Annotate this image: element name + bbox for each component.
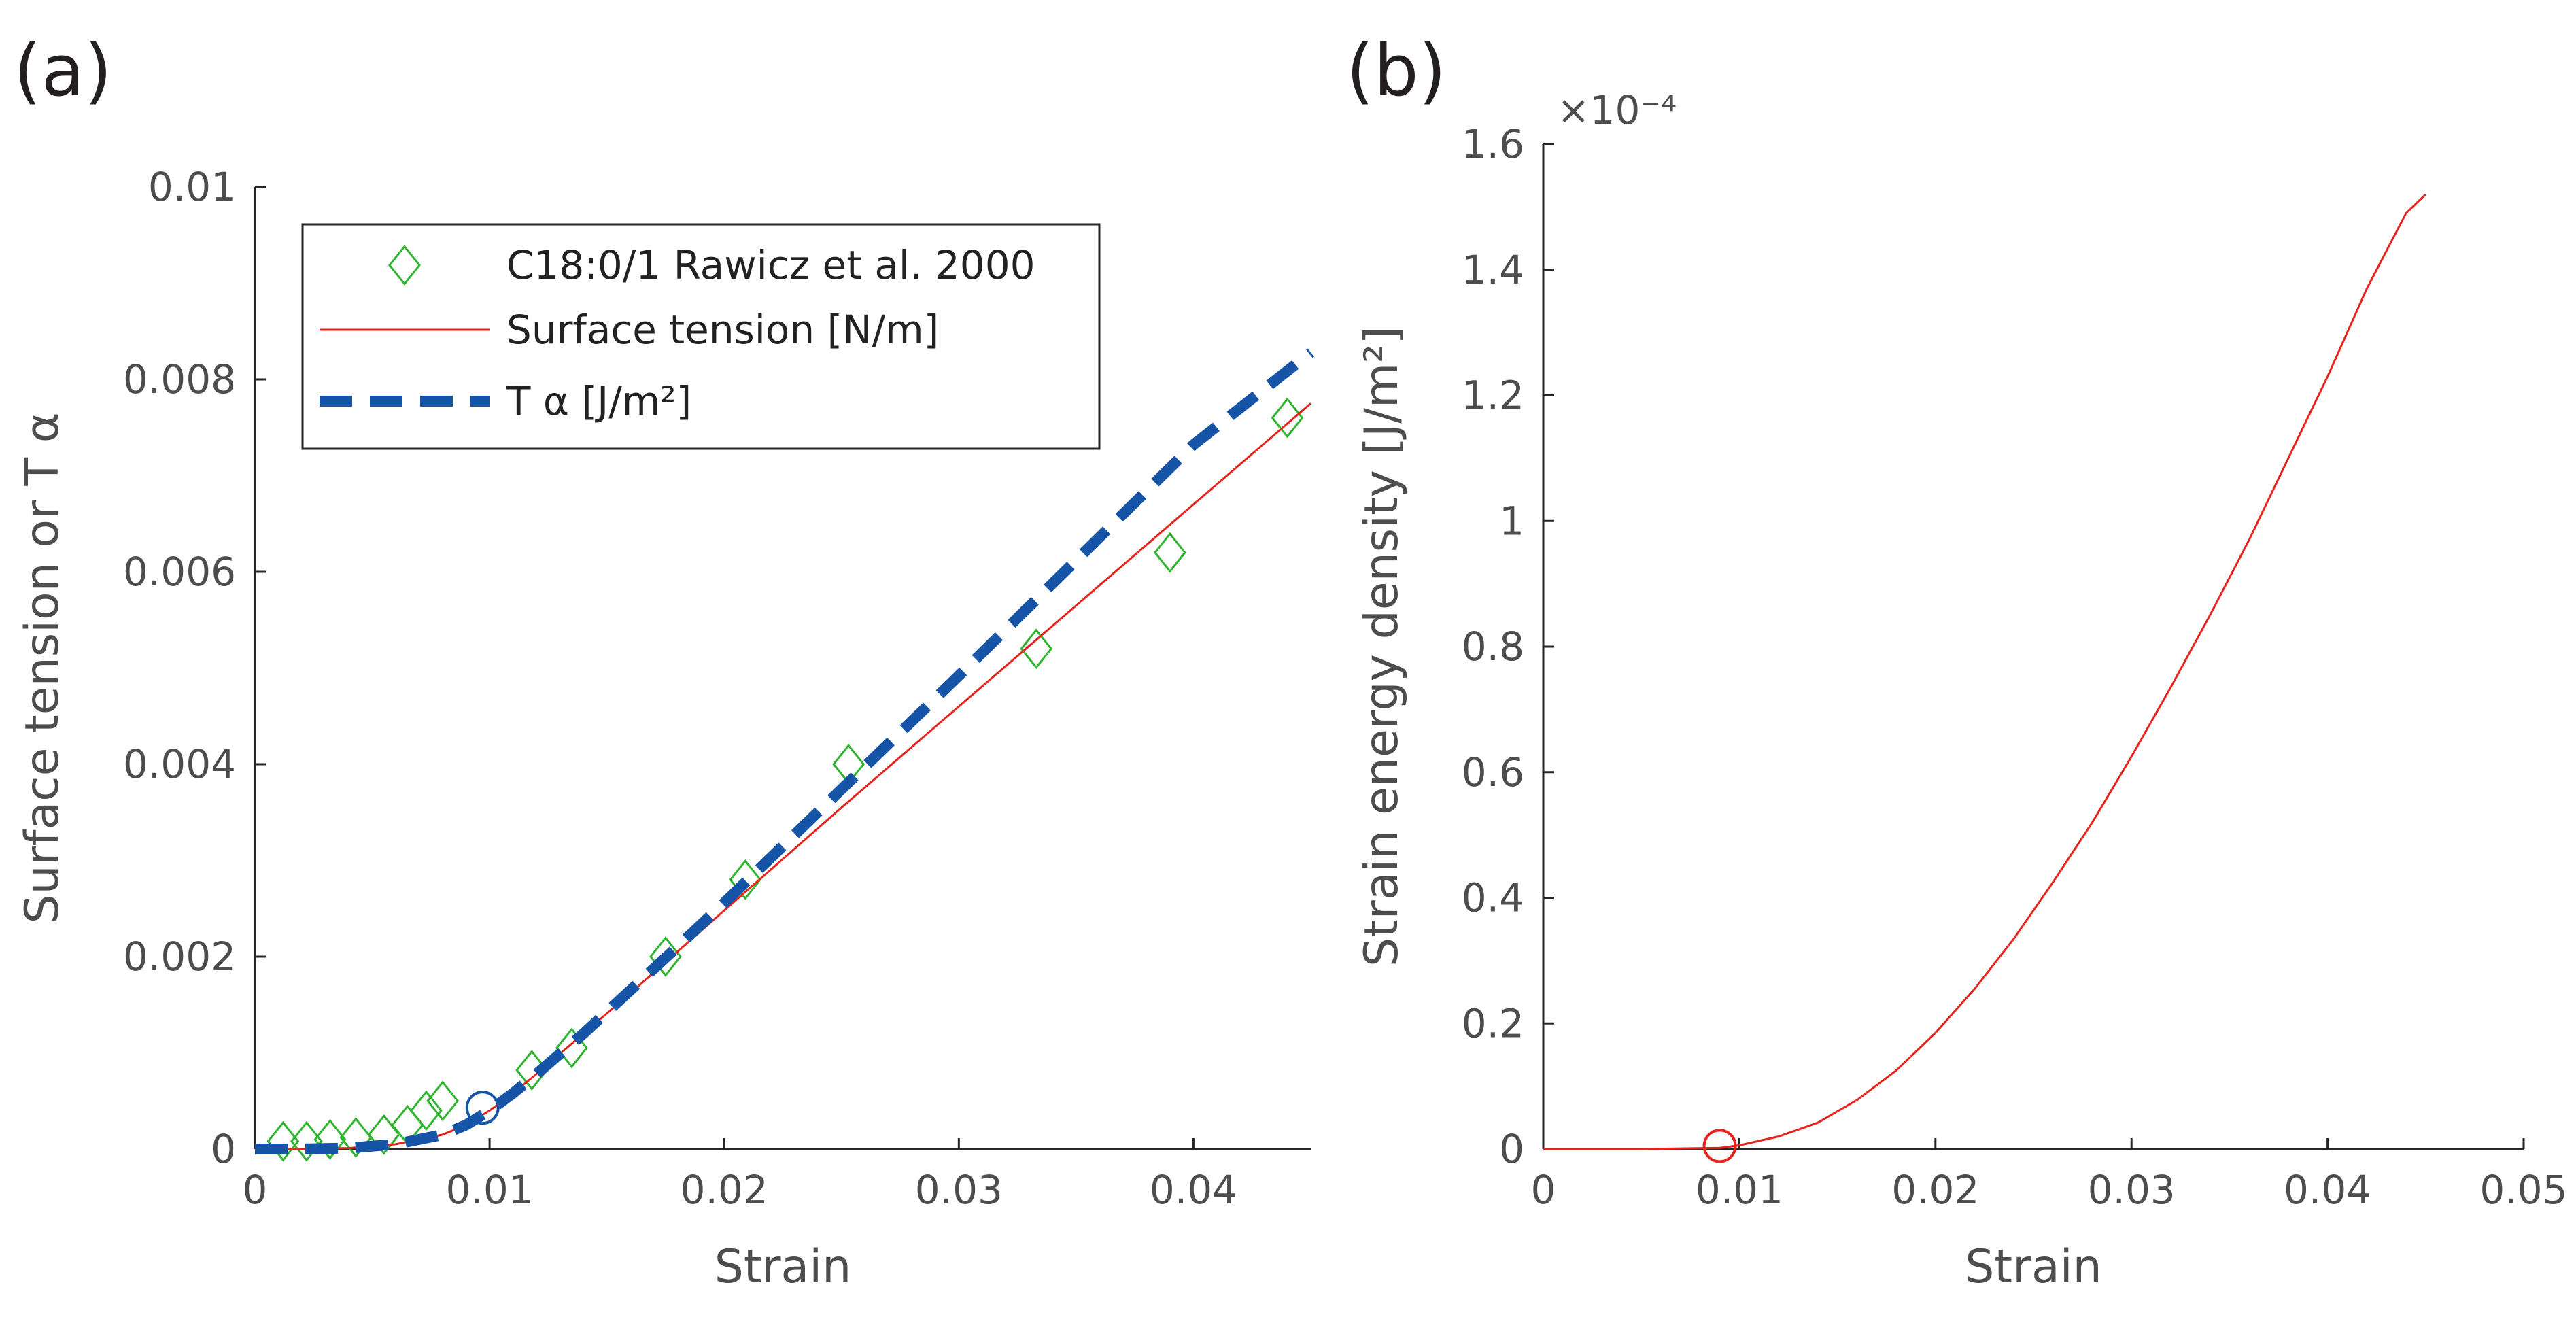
data-point-diamond bbox=[313, 1118, 347, 1160]
y-tick-label: 0.002 bbox=[123, 933, 236, 980]
data-point-diamond bbox=[339, 1117, 373, 1158]
legend-diamond-symbol bbox=[388, 245, 421, 286]
series-line bbox=[1543, 193, 2426, 1150]
marker-circle bbox=[1702, 1129, 1737, 1163]
y-tick-label: 0.2 bbox=[1462, 1000, 1524, 1046]
y-tick-label: 0.004 bbox=[123, 741, 236, 787]
x-tick-label: 0.04 bbox=[2284, 1167, 2371, 1213]
legend-label: Surface tension [N/m] bbox=[506, 307, 939, 353]
x-tick-label: 0 bbox=[1531, 1167, 1556, 1213]
y-axis-label: Surface tension or T α bbox=[16, 412, 69, 923]
data-point-diamond bbox=[1271, 397, 1304, 439]
x-tick-label: 0.01 bbox=[1696, 1167, 1783, 1213]
x-tick-label: 0 bbox=[243, 1167, 268, 1213]
data-point-diamond bbox=[729, 859, 762, 900]
y-multiplier-label: ×10⁻⁴ bbox=[1557, 87, 1677, 133]
legend-label: T α [J/m²] bbox=[506, 378, 691, 424]
chart-b: 0 0.01 0.02 0.03 0.04 0.05 0 0.2 0.4 0.6 0.8 1 1.2 1.… bbox=[1355, 87, 2568, 1294]
y-tick-label: 0 bbox=[1499, 1126, 1524, 1172]
y-tick-label: 0.4 bbox=[1462, 875, 1524, 921]
data-point-diamond bbox=[290, 1120, 323, 1162]
y-tick-label: 0.01 bbox=[148, 164, 236, 210]
data-point-diamond bbox=[426, 1080, 460, 1122]
data-point-diamond bbox=[649, 936, 682, 977]
series-line-dashed bbox=[255, 348, 1314, 1154]
series-line bbox=[255, 402, 1311, 1150]
data-point-diamond bbox=[410, 1090, 443, 1131]
x-tick-label: 0.03 bbox=[2088, 1167, 2176, 1213]
x-axis-label: Strain bbox=[715, 1240, 851, 1294]
y-tick-label: 0.8 bbox=[1462, 623, 1524, 670]
panel-b-label: (b) bbox=[1346, 29, 1446, 112]
data-point-diamond bbox=[1154, 532, 1186, 573]
data-point-diamond bbox=[1020, 628, 1053, 670]
y-tick-label: 1.4 bbox=[1462, 247, 1524, 293]
x-tick-label: 0.02 bbox=[681, 1167, 768, 1213]
panel-a-label: (a) bbox=[14, 29, 112, 112]
data-point-diamond bbox=[267, 1120, 300, 1162]
legend-box bbox=[301, 223, 1101, 450]
y-tick-label: 0.008 bbox=[123, 356, 236, 402]
x-tick-label: 0.03 bbox=[915, 1167, 1003, 1213]
x-tick-label: 0.05 bbox=[2479, 1167, 2567, 1213]
x-tick-label: 0.02 bbox=[1891, 1167, 1979, 1213]
x-tick-label: 0.01 bbox=[446, 1167, 534, 1213]
y-tick-label: 1.2 bbox=[1462, 373, 1524, 419]
y-axis-label: Strain energy density [J/m²] bbox=[1355, 326, 1409, 967]
x-axis-label: Strain bbox=[1965, 1240, 2101, 1294]
y-tick-label: 1 bbox=[1499, 498, 1524, 544]
y-tick-label: 0.6 bbox=[1462, 749, 1524, 795]
chart-a: 0 0.01 0.02 0.03 0.04 0 0.002 0.004 0.006 0.008 0.… bbox=[16, 164, 1314, 1294]
x-tick-label: 0.04 bbox=[1150, 1167, 1237, 1213]
legend: C18:0/1 Rawicz et al. 2000 Surface tensio… bbox=[301, 223, 1101, 450]
marker-circle bbox=[465, 1091, 500, 1125]
y-tick-label: 1.6 bbox=[1462, 121, 1524, 167]
y-tick-label: 0 bbox=[211, 1126, 236, 1172]
legend-label: C18:0/1 Rawicz et al. 2000 bbox=[506, 242, 1035, 288]
y-tick-label: 0.006 bbox=[123, 549, 236, 595]
